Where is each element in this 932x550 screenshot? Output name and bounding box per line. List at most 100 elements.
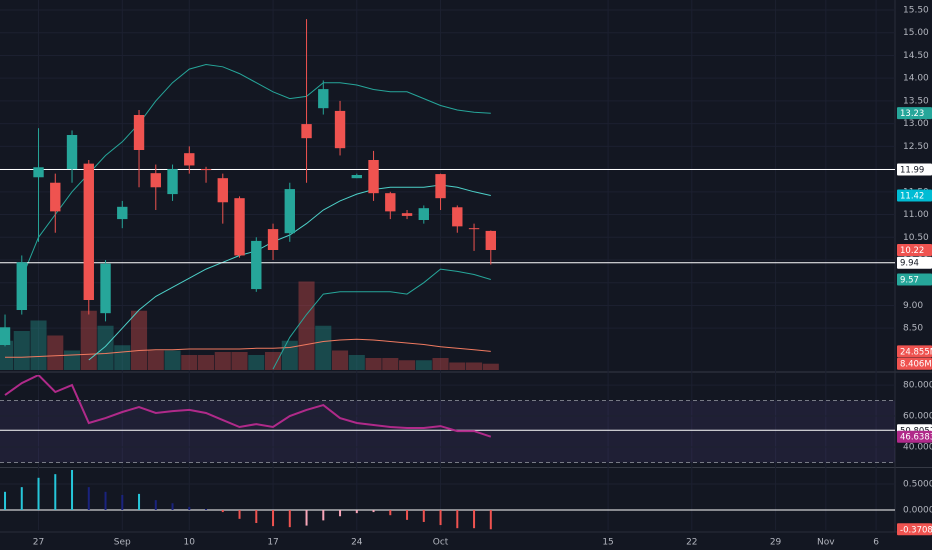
histogram-bar — [389, 510, 392, 516]
candle-body — [385, 193, 396, 212]
x-tick-label: 24 — [351, 538, 363, 548]
volume-bar — [399, 360, 416, 370]
volume-bar — [466, 362, 483, 370]
candle-body — [217, 178, 228, 203]
histogram-bar — [489, 510, 492, 530]
x-tick-label: Sep — [114, 538, 131, 548]
candle-body — [150, 173, 161, 188]
candle-body — [251, 240, 262, 290]
candle-body — [368, 160, 379, 194]
candle-body — [351, 175, 362, 179]
candle-body — [401, 213, 413, 216]
volume-bar — [181, 355, 198, 370]
y-tick-label: 8.50 — [903, 324, 923, 334]
band-line — [272, 268, 491, 370]
volume-ma-line — [5, 338, 491, 358]
price-tag-label: 24.855M — [900, 347, 932, 357]
x-tick-label: 17 — [267, 538, 278, 548]
price-tag: 11.99 — [897, 163, 932, 176]
price-tag-box — [897, 523, 932, 536]
candle-body — [267, 229, 279, 250]
histogram-bar — [205, 508, 208, 510]
y-tick-label: 10.50 — [903, 233, 929, 243]
y-tick-label: 80.0000 — [903, 381, 932, 391]
price-tag: 10.22 — [897, 244, 932, 256]
candle-body — [16, 262, 27, 310]
candle-body — [334, 110, 346, 149]
volume-bar — [80, 310, 97, 370]
volume-bar — [197, 355, 215, 370]
volume-bar — [482, 363, 499, 370]
candle-body — [452, 207, 463, 227]
candle-body — [100, 263, 111, 314]
histogram-bar — [288, 510, 291, 528]
volume-bar — [348, 355, 365, 370]
volume-bar — [382, 358, 399, 370]
volume-bar — [231, 352, 248, 370]
volume-bar — [30, 320, 47, 370]
x-tick-label: 6 — [873, 538, 879, 548]
volume-bar — [147, 350, 164, 370]
price-tag-label: -0.3708 — [900, 525, 932, 535]
price-tag-box — [897, 273, 932, 286]
candle-body — [200, 169, 212, 171]
price-tag-label: 8.406M — [900, 360, 932, 370]
price-tag-label: 11.42 — [900, 191, 924, 201]
volume-bar — [332, 350, 349, 370]
histogram-bar — [171, 503, 174, 510]
price-tag-box — [897, 256, 932, 269]
price-tag-box — [897, 345, 932, 358]
volume-bar — [298, 281, 315, 370]
volume-bar — [432, 358, 449, 370]
volume-bar — [13, 331, 30, 370]
candle-body — [418, 208, 429, 220]
histogram-bar — [221, 510, 224, 513]
candle-body — [133, 115, 145, 150]
volume-bar — [164, 350, 181, 370]
price-tag-label: 9.94 — [900, 259, 919, 269]
histogram-bar — [54, 474, 57, 510]
x-tick-label: 15 — [602, 538, 613, 548]
price-tag-box — [897, 430, 932, 443]
volume-bar — [214, 352, 231, 370]
candle-body — [318, 89, 329, 109]
histogram-bar — [272, 510, 275, 527]
volume-bar — [281, 340, 298, 370]
y-tick-label: 0.0000 — [903, 506, 932, 516]
candle-body — [234, 198, 245, 256]
volume-bar — [415, 360, 432, 370]
price-tag: -0.3708 — [897, 523, 932, 536]
histogram-bar — [255, 510, 258, 523]
histogram-bar — [104, 491, 107, 510]
histogram-bar — [339, 510, 342, 517]
histogram-bar — [138, 493, 141, 510]
y-tick-label: 14.50 — [903, 51, 929, 61]
histogram-bar — [305, 510, 308, 526]
candle-body — [33, 167, 44, 178]
rsi-line — [4, 375, 492, 438]
histogram-bar — [87, 487, 90, 510]
rsi-band — [0, 400, 895, 463]
volume-bar — [0, 340, 14, 370]
histogram-bar — [322, 510, 325, 521]
volume-bar — [114, 345, 131, 370]
price-tag-box — [897, 189, 932, 202]
volume-bar — [449, 362, 466, 370]
candle-body — [184, 153, 195, 166]
histogram-bar — [71, 470, 74, 510]
volume-bar — [264, 352, 282, 370]
histogram-bar — [37, 477, 40, 510]
price-tag: 9.94 — [897, 256, 932, 269]
x-tick-label: 22 — [686, 538, 697, 548]
price-tag: 8.406M — [897, 357, 932, 370]
y-tick-label: 40.0000 — [903, 443, 932, 453]
candle-body — [66, 135, 78, 170]
price-tag-label: 9.57 — [900, 276, 919, 286]
price-tag-label: 11.99 — [900, 166, 924, 176]
volume-bar — [63, 350, 81, 370]
price-tag: 9.57 — [897, 273, 932, 286]
histogram-bar — [422, 510, 425, 522]
y-tick-label: 60.0000 — [903, 412, 932, 422]
price-tag: 24.855M — [897, 345, 932, 358]
